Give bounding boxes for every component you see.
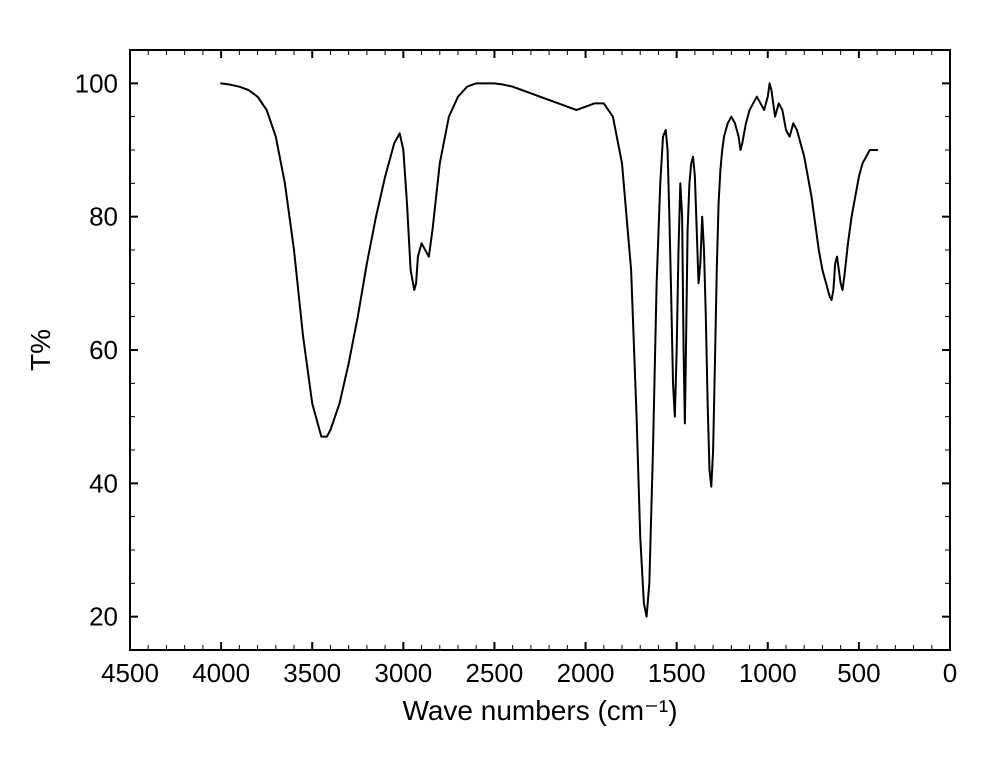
spectrum-line — [221, 83, 877, 616]
x-tick-label: 1500 — [648, 658, 706, 688]
x-tick-label: 4000 — [192, 658, 250, 688]
x-tick-label: 2000 — [557, 658, 615, 688]
y-tick-label: 100 — [75, 68, 118, 98]
x-tick-label: 3000 — [374, 658, 432, 688]
y-tick-label: 20 — [89, 602, 118, 632]
x-tick-label: 1000 — [739, 658, 797, 688]
y-axis-label: T% — [25, 329, 56, 371]
x-tick-label: 500 — [837, 658, 880, 688]
x-tick-label: 0 — [943, 658, 957, 688]
x-tick-label: 3500 — [283, 658, 341, 688]
x-axis-label: Wave numbers (cm⁻¹) — [402, 695, 677, 726]
x-tick-label: 2500 — [466, 658, 524, 688]
x-tick-label: 4500 — [101, 658, 159, 688]
chart-svg: 4500 4000 3500 3000 2500 2000 1500 1000 500 0 20 40… — [0, 0, 1000, 767]
y-tick-label: 80 — [89, 202, 118, 232]
ir-spectrum-chart: 4500 4000 3500 3000 2500 2000 1500 1000 500 0 20 40… — [0, 0, 1000, 767]
y-tick-label: 60 — [89, 335, 118, 365]
y-tick-label: 40 — [89, 468, 118, 498]
